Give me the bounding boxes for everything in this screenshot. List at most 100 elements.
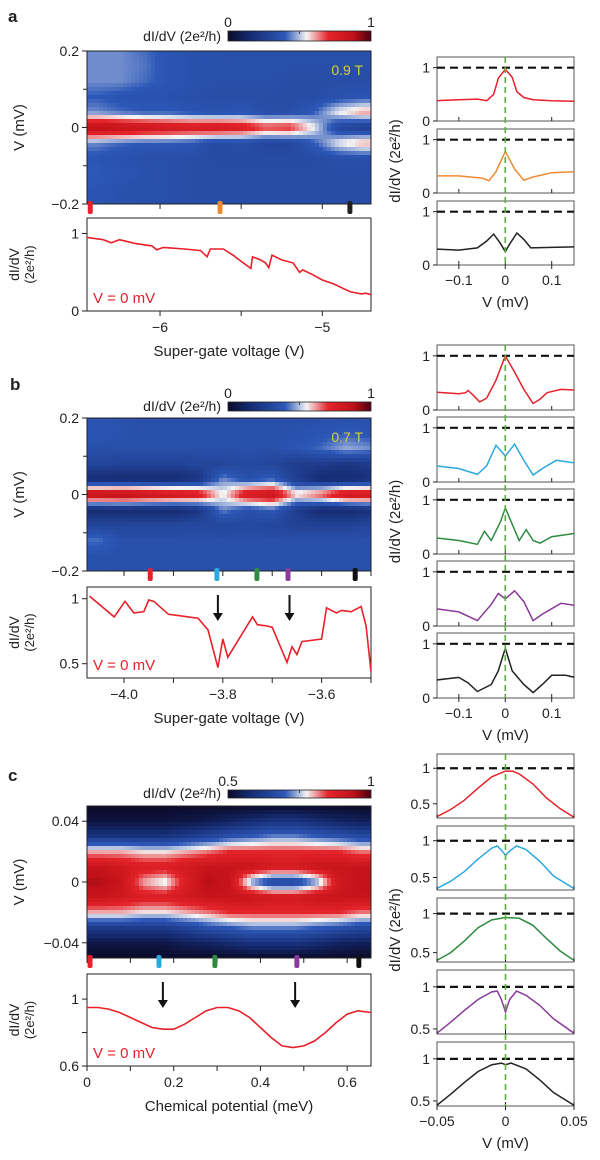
heatmap-cell <box>187 59 192 64</box>
heatmap-cell <box>319 143 324 148</box>
heatmap-cell <box>191 99 196 104</box>
heatmap-cell <box>283 95 288 100</box>
heatmap-cell <box>255 195 260 200</box>
heatmap-cell <box>199 71 204 76</box>
heatmap-cell <box>263 550 268 555</box>
heatmap-cell <box>211 462 216 467</box>
heatmap-cell <box>159 518 164 523</box>
heatmap-cell <box>339 143 344 148</box>
heatmap-cell <box>283 534 288 539</box>
heatmap-cell <box>163 510 168 515</box>
heatmap-cell <box>223 87 228 92</box>
heatmap-cell <box>111 111 116 116</box>
heatmap-cell <box>171 119 176 124</box>
heatmap-cell <box>283 542 288 547</box>
heatmap-cell <box>223 127 228 132</box>
heatmap-cell <box>223 526 228 531</box>
heatmap-cell <box>139 123 144 128</box>
heatmap-cell <box>295 446 300 451</box>
heatmap-cell <box>331 51 336 56</box>
heatmap-cell <box>139 458 144 463</box>
heatmap-cell <box>299 67 304 72</box>
heatmap-cell <box>347 139 352 144</box>
heatmap-cell <box>111 502 116 507</box>
heatmap-cell <box>199 446 204 451</box>
heatmap-cell <box>367 107 371 112</box>
heatmap-cell <box>303 179 308 184</box>
heatmap-cell <box>215 123 220 128</box>
heatmap-cell <box>139 558 144 563</box>
heatmap-cell <box>287 498 292 503</box>
heatmap-cell <box>235 562 240 567</box>
heatmap-cell <box>111 478 116 483</box>
heatmap-cell <box>279 75 284 80</box>
heatmap-cell <box>231 167 236 172</box>
heatmap-cell <box>339 87 344 92</box>
heatmap-cell <box>195 159 200 164</box>
heatmap-cell <box>351 51 356 56</box>
heatmap-cell <box>159 99 164 104</box>
heatmap-cell <box>363 123 368 128</box>
heatmap-cell <box>135 498 140 503</box>
heatmap-cell <box>115 498 120 503</box>
heatmap-cell <box>291 127 296 132</box>
heatmap-cell <box>127 135 132 140</box>
heatmap-cell <box>279 534 284 539</box>
heatmap-cell <box>99 171 104 176</box>
heatmap-cell <box>347 123 352 128</box>
heatmap-cell <box>135 562 140 567</box>
heatmap-cell <box>203 458 208 463</box>
heatmap-cell <box>195 75 200 80</box>
heatmap-cell <box>195 446 200 451</box>
heatmap-cell <box>291 426 296 431</box>
heatmap-cell <box>119 75 124 80</box>
heatmap-cell <box>87 494 92 499</box>
heatmap-cell <box>279 422 284 427</box>
heatmap-cell <box>267 526 272 531</box>
heatmap-cell <box>167 179 172 184</box>
heatmap-cell <box>299 498 304 503</box>
heatmap-cell <box>243 55 248 60</box>
heatmap-cell <box>199 430 204 435</box>
heatmap-cell <box>275 454 280 459</box>
heatmap-cell <box>203 514 208 519</box>
heatmap-cell <box>147 534 152 539</box>
heatmap-cell <box>131 163 136 168</box>
heatmap-cell <box>323 115 328 120</box>
panel-label: a <box>8 7 18 26</box>
heatmap-cell <box>263 426 268 431</box>
heatmap-cell <box>363 115 368 120</box>
heatmap-cell <box>287 131 292 136</box>
heatmap-cell <box>151 55 156 60</box>
heatmap-cell <box>243 179 248 184</box>
heatmap-cell <box>127 458 132 463</box>
heatmap-cell <box>207 494 212 499</box>
heatmap-cell <box>131 71 136 76</box>
heatmap-cell <box>243 482 248 487</box>
heatmap-cell <box>231 518 236 523</box>
heatmap-cell <box>95 87 100 92</box>
heatmap-cell <box>103 151 108 156</box>
heatmap-cell <box>327 155 332 160</box>
heatmap-cell <box>351 131 356 136</box>
heatmap-cell <box>363 195 368 200</box>
heatmap-cell <box>279 478 284 483</box>
heatmap-cell <box>323 87 328 92</box>
heatmap-cell <box>163 458 168 463</box>
heatmap-cell <box>291 179 296 184</box>
heatmap-cell <box>187 127 192 132</box>
heatmap-cell <box>215 470 220 475</box>
heatmap-cell <box>211 446 216 451</box>
heatmap-cell <box>255 119 260 124</box>
heatmap-cell <box>211 518 216 523</box>
heatmap-cell <box>191 167 196 172</box>
heatmap-cell <box>95 55 100 60</box>
heatmap-cell <box>207 470 212 475</box>
heatmap-cell <box>315 191 320 196</box>
heatmap-cell <box>295 442 300 447</box>
heatmap-cell <box>91 55 96 60</box>
heatmap-cell <box>99 159 104 164</box>
heatmap-cell <box>119 554 124 559</box>
heatmap-cell <box>323 59 328 64</box>
heatmap-cell <box>187 195 192 200</box>
